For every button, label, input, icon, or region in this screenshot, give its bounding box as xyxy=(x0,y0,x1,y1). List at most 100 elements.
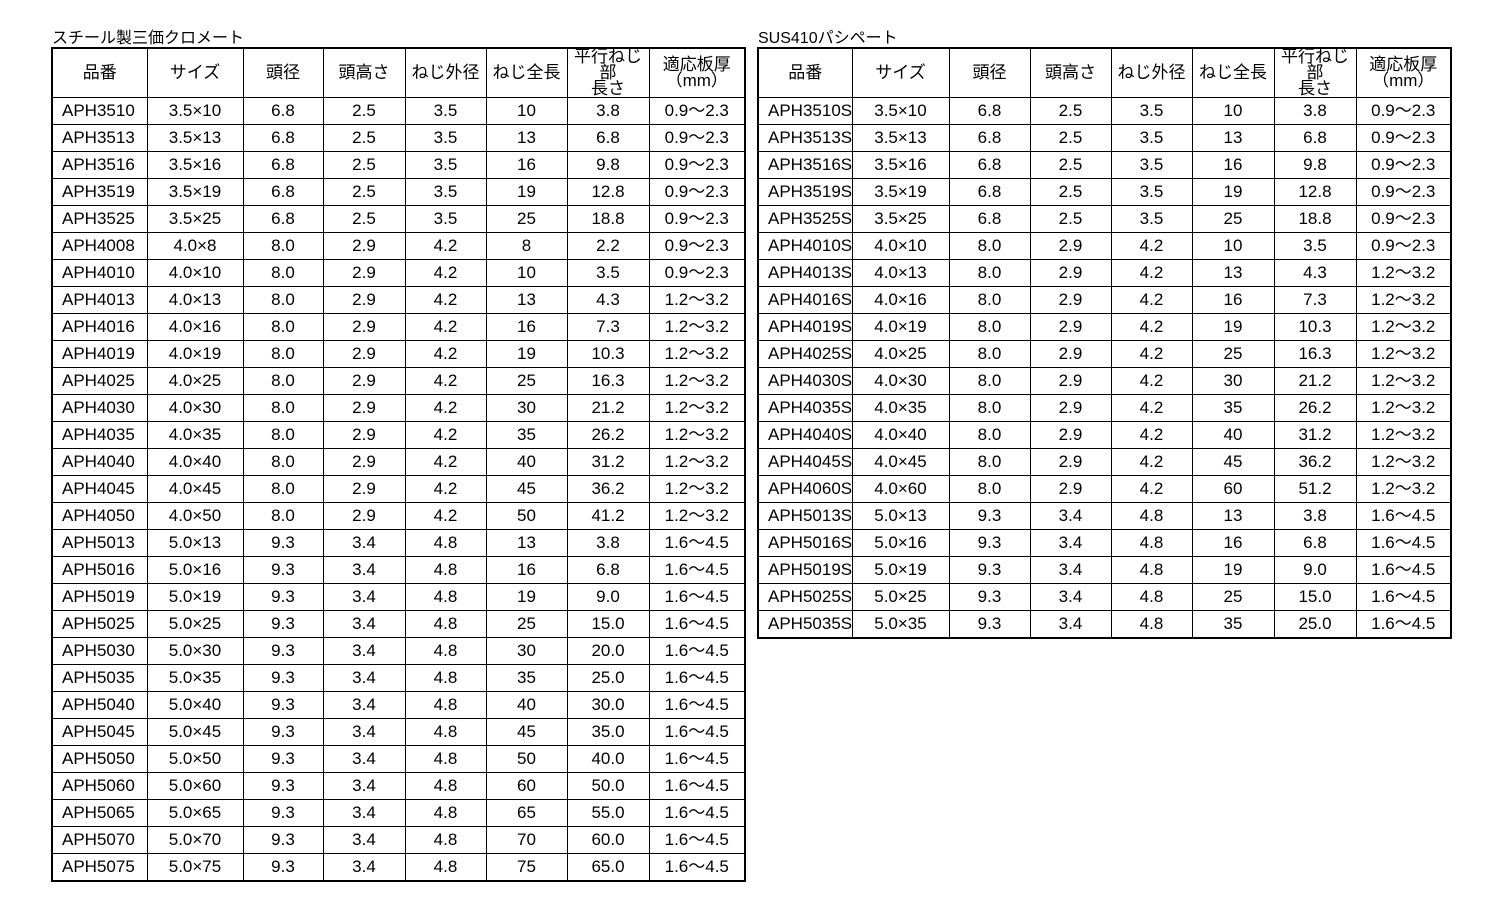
cell-thread-diameter: 4.2 xyxy=(404,340,487,368)
cell-head-height: 3.4 xyxy=(322,799,406,827)
cell-panel-thickness: 1.6～4.5 xyxy=(648,718,746,746)
cell-size: 3.5×25 xyxy=(146,205,244,233)
cell-part-number: APH4019 xyxy=(51,340,148,368)
header-head-diameter: 頭径 xyxy=(948,47,1031,98)
cell-size: 5.0×25 xyxy=(851,583,950,611)
cell-size: 4.0×13 xyxy=(146,286,244,314)
cell-panel-thickness: 1.6～4.5 xyxy=(1355,583,1452,611)
cell-head-height: 2.9 xyxy=(1029,340,1112,368)
cell-panel-thickness: 0.9～2.3 xyxy=(648,151,746,179)
cell-size: 4.0×45 xyxy=(851,448,950,476)
cell-thread-length: 10 xyxy=(485,97,568,125)
cell-head-diameter: 6.8 xyxy=(948,178,1031,206)
cell-head-diameter: 8.0 xyxy=(242,475,324,503)
cell-head-diameter: 8.0 xyxy=(948,259,1031,287)
table-row: APH5019 5.0×19 9.3 3.4 4.8 19 9.0 1.6～4.5 xyxy=(51,583,746,611)
cell-thread-diameter: 4.8 xyxy=(404,637,487,665)
cell-panel-thickness: 0.9～2.3 xyxy=(1355,97,1452,125)
cell-thread-length: 16 xyxy=(485,313,568,341)
table-row: APH4008 4.0×8 8.0 2.9 4.2 8 2.2 0.9～2.3 xyxy=(51,232,746,260)
cell-panel-thickness: 1.2～3.2 xyxy=(648,394,746,422)
cell-part-number: APH4025 xyxy=(51,367,148,395)
cell-thread-diameter: 3.5 xyxy=(404,178,487,206)
header-parallel-thread-length: 平行ねじ部 長さ xyxy=(1273,47,1357,98)
cell-thread-diameter: 4.8 xyxy=(404,799,487,827)
cell-head-diameter: 6.8 xyxy=(948,97,1031,125)
cell-parallel-thread-length: 6.8 xyxy=(1273,124,1357,152)
cell-parallel-thread-length: 18.8 xyxy=(566,205,650,233)
cell-thread-diameter: 3.5 xyxy=(1110,178,1193,206)
cell-thread-diameter: 4.8 xyxy=(1110,529,1193,557)
cell-thread-diameter: 4.2 xyxy=(404,502,487,530)
cell-thread-diameter: 4.8 xyxy=(404,529,487,557)
cell-part-number: APH4030S xyxy=(757,367,853,395)
cell-head-diameter: 9.3 xyxy=(242,556,324,584)
cell-panel-thickness: 0.9～2.3 xyxy=(1355,205,1452,233)
cell-part-number: APH4060S xyxy=(757,475,853,503)
table-row: APH4013 4.0×13 8.0 2.9 4.2 13 4.3 1.2～3.2 xyxy=(51,286,746,314)
cell-thread-length: 45 xyxy=(1191,448,1275,476)
cell-panel-thickness: 1.6～4.5 xyxy=(648,853,746,882)
cell-parallel-thread-length: 50.0 xyxy=(566,772,650,800)
cell-thread-length: 70 xyxy=(485,826,568,854)
cell-head-height: 2.5 xyxy=(322,205,406,233)
header-head-diameter: 頭径 xyxy=(242,47,324,98)
table-row: APH3516S 3.5×16 6.8 2.5 3.5 16 9.8 0.9～2.3 xyxy=(757,151,1452,179)
cell-thread-diameter: 4.8 xyxy=(404,853,487,882)
cell-parallel-thread-length: 40.0 xyxy=(566,745,650,773)
cell-size: 3.5×10 xyxy=(146,97,244,125)
cell-panel-thickness: 1.2～3.2 xyxy=(648,502,746,530)
cell-panel-thickness: 1.2～3.2 xyxy=(648,475,746,503)
cell-thread-length: 13 xyxy=(485,529,568,557)
cell-thread-diameter: 4.2 xyxy=(404,286,487,314)
cell-part-number: APH4035 xyxy=(51,421,148,449)
cell-parallel-thread-length: 41.2 xyxy=(566,502,650,530)
cell-part-number: APH5025S xyxy=(757,583,853,611)
cell-panel-thickness: 1.6～4.5 xyxy=(648,799,746,827)
cell-size: 5.0×35 xyxy=(146,664,244,692)
cell-thread-length: 25 xyxy=(485,610,568,638)
cell-panel-thickness: 1.2～3.2 xyxy=(648,313,746,341)
table-row: APH4030 4.0×30 8.0 2.9 4.2 30 21.2 1.2～3.2 xyxy=(51,394,746,422)
table-row: APH3516 3.5×16 6.8 2.5 3.5 16 9.8 0.9～2.3 xyxy=(51,151,746,179)
cell-head-diameter: 9.3 xyxy=(242,610,324,638)
cell-size: 3.5×10 xyxy=(851,97,950,125)
header-panel-thickness: 適応板厚 （mm） xyxy=(1355,47,1452,98)
cell-head-height: 3.4 xyxy=(322,610,406,638)
cell-size: 5.0×45 xyxy=(146,718,244,746)
cell-part-number: APH3519S xyxy=(757,178,853,206)
cell-parallel-thread-length: 65.0 xyxy=(566,853,650,882)
table-row: APH5016S 5.0×16 9.3 3.4 4.8 16 6.8 1.6～4.5 xyxy=(757,529,1452,557)
table-row: APH4060S 4.0×60 8.0 2.9 4.2 60 51.2 1.2～3.2 xyxy=(757,475,1452,503)
cell-head-height: 2.9 xyxy=(322,313,406,341)
cell-head-diameter: 8.0 xyxy=(242,448,324,476)
table-row: APH3513S 3.5×13 6.8 2.5 3.5 13 6.8 0.9～2.3 xyxy=(757,124,1452,152)
cell-head-diameter: 8.0 xyxy=(242,286,324,314)
cell-panel-thickness: 0.9～2.3 xyxy=(1355,232,1452,260)
cell-size: 5.0×40 xyxy=(146,691,244,719)
cell-part-number: APH5016 xyxy=(51,556,148,584)
cell-size: 3.5×13 xyxy=(851,124,950,152)
cell-size: 4.0×25 xyxy=(851,340,950,368)
cell-panel-thickness: 1.6～4.5 xyxy=(648,556,746,584)
cell-parallel-thread-length: 25.0 xyxy=(566,664,650,692)
cell-head-diameter: 8.0 xyxy=(242,340,324,368)
header-size: サイズ xyxy=(851,47,950,98)
header-thread-length: ねじ全長 xyxy=(1191,47,1275,98)
cell-part-number: APH5013 xyxy=(51,529,148,557)
cell-parallel-thread-length: 2.2 xyxy=(566,232,650,260)
cell-size: 4.0×13 xyxy=(851,259,950,287)
cell-head-height: 2.9 xyxy=(322,394,406,422)
table-row: APH4045S 4.0×45 8.0 2.9 4.2 45 36.2 1.2～3.2 xyxy=(757,448,1452,476)
cell-parallel-thread-length: 20.0 xyxy=(566,637,650,665)
cell-head-diameter: 6.8 xyxy=(242,205,324,233)
cell-panel-thickness: 1.6～4.5 xyxy=(648,691,746,719)
cell-head-diameter: 8.0 xyxy=(242,394,324,422)
cell-thread-diameter: 3.5 xyxy=(1110,151,1193,179)
cell-part-number: APH5019 xyxy=(51,583,148,611)
cell-part-number: APH3519 xyxy=(51,178,148,206)
cell-part-number: APH4025S xyxy=(757,340,853,368)
steel-table-title: スチール製三価クロメート xyxy=(52,30,245,47)
cell-size: 4.0×16 xyxy=(851,286,950,314)
header-parallel-thread-length: 平行ねじ部 長さ xyxy=(566,47,650,98)
